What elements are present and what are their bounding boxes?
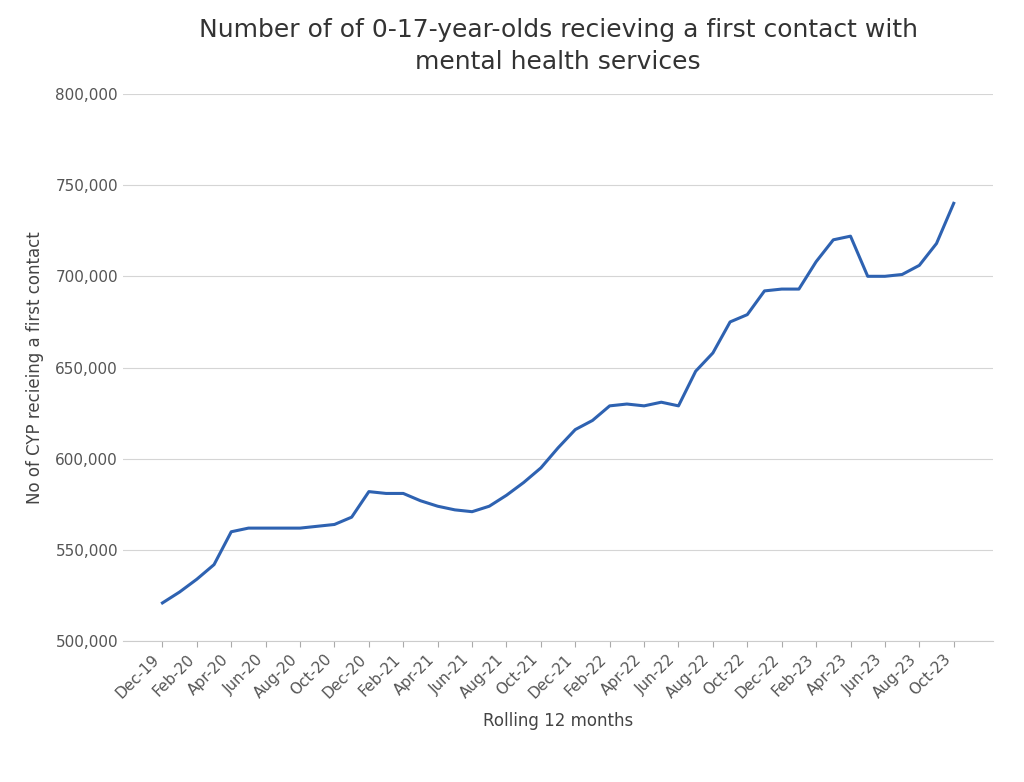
X-axis label: Rolling 12 months: Rolling 12 months: [483, 712, 633, 730]
Title: Number of of 0-17-year-olds recieving a first contact with
mental health service: Number of of 0-17-year-olds recieving a …: [199, 18, 918, 74]
Y-axis label: No of CYP recieing a first contact: No of CYP recieing a first contact: [27, 231, 44, 504]
